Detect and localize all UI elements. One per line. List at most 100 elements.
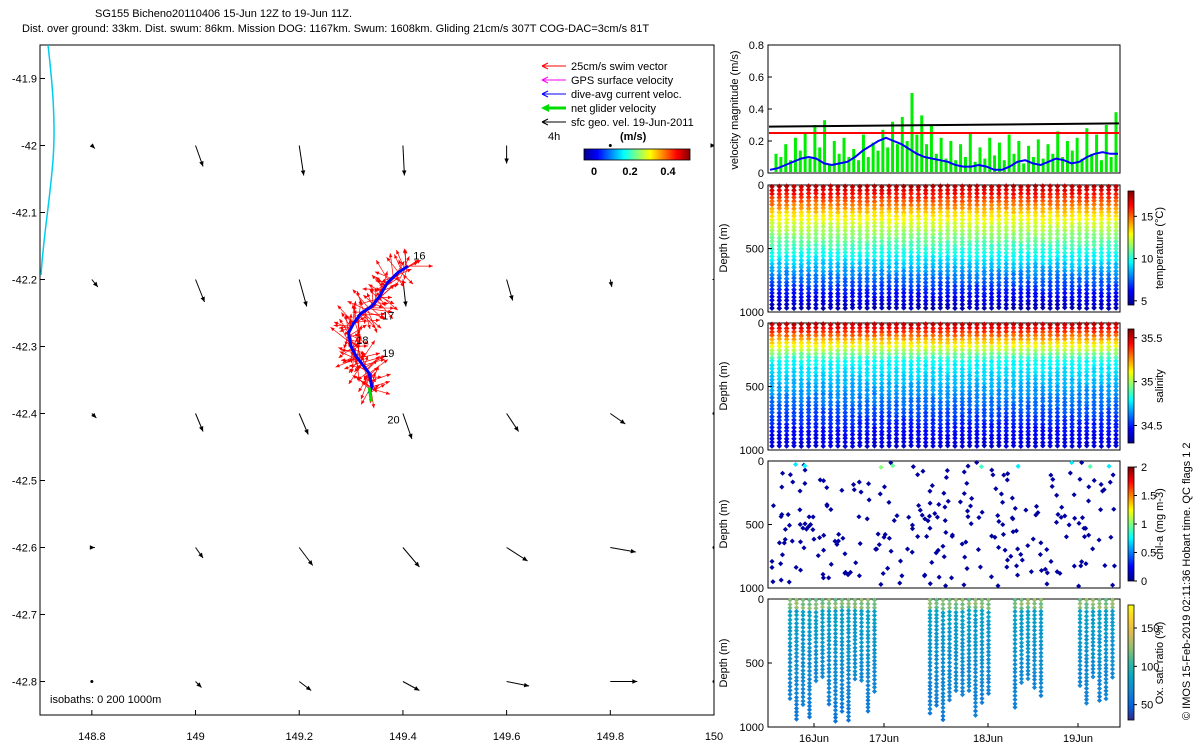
sample-marker — [813, 329, 819, 335]
net-velocity-arrow — [367, 387, 373, 402]
sample-marker — [966, 227, 973, 234]
sample-marker — [937, 260, 944, 267]
sample-marker — [1083, 209, 1090, 215]
sample-marker — [827, 216, 834, 223]
swim-vector — [374, 301, 389, 306]
sample-marker — [1098, 224, 1105, 230]
surface-vector — [195, 413, 204, 432]
sample-marker — [1091, 246, 1097, 253]
sample-marker — [878, 209, 885, 216]
surface-vector-dot — [712, 680, 714, 683]
sample-marker — [981, 283, 988, 289]
sample-marker — [827, 224, 834, 231]
sample-marker — [1047, 216, 1053, 223]
swim-vector-shaft — [359, 313, 386, 316]
sample-marker — [769, 329, 775, 335]
sample-marker — [864, 439, 870, 445]
sample-marker — [842, 424, 849, 431]
sample-marker — [776, 194, 783, 201]
sample-marker — [783, 234, 790, 241]
sample-marker — [776, 321, 783, 328]
sample-marker — [1025, 238, 1031, 245]
sample-marker — [922, 290, 929, 296]
sample-marker — [915, 355, 922, 361]
sample-marker — [1113, 186, 1119, 193]
sample-marker — [1083, 216, 1090, 223]
sample-marker — [996, 286, 1002, 293]
sample-marker — [805, 213, 812, 219]
sample-marker — [827, 362, 834, 368]
surface-vector-dot — [90, 680, 94, 683]
sample-marker — [857, 347, 863, 353]
sample-marker — [878, 380, 885, 387]
sample-marker — [791, 227, 797, 234]
sample-marker — [820, 391, 827, 397]
sample-marker — [886, 335, 892, 342]
sample-marker — [835, 391, 841, 398]
sample-marker — [798, 321, 805, 327]
sample-marker — [1003, 231, 1010, 238]
sample-marker — [893, 238, 900, 245]
swim-vector-head — [370, 287, 374, 292]
sample-marker — [944, 194, 951, 201]
sample-marker — [1018, 249, 1024, 256]
swim-vector — [339, 351, 360, 361]
sample-marker — [849, 384, 856, 390]
sample-marker — [1054, 183, 1061, 190]
sample-marker — [842, 413, 849, 420]
sample-marker — [791, 391, 797, 398]
sample-marker — [937, 220, 944, 227]
sample-marker — [864, 198, 870, 205]
sample-marker — [1091, 282, 1097, 289]
sample-marker — [1003, 261, 1010, 267]
swim-vector-head — [344, 341, 349, 346]
swim-vector — [369, 383, 386, 394]
sample-marker — [798, 362, 805, 368]
sample-marker — [900, 432, 907, 438]
sample-marker — [1061, 235, 1068, 242]
sample-marker — [864, 216, 870, 223]
sample-marker — [922, 250, 929, 256]
sample-marker — [1105, 186, 1112, 193]
sample-marker — [1098, 276, 1105, 282]
sample-marker — [900, 305, 907, 311]
sample-marker — [893, 275, 900, 282]
swim-vector-head — [400, 282, 404, 288]
sample-marker — [944, 190, 951, 197]
sample-marker — [783, 202, 790, 208]
swim-vector — [378, 277, 383, 292]
sample-marker — [878, 282, 885, 289]
sample-marker — [1010, 205, 1017, 212]
surface-vector-head — [504, 158, 509, 164]
swim-vector-head — [330, 327, 335, 332]
sample-marker — [1113, 271, 1119, 278]
sample-marker — [1091, 305, 1097, 311]
sample-marker — [878, 286, 885, 293]
sample-marker — [893, 305, 900, 311]
sample-marker — [937, 202, 944, 208]
sample-marker — [922, 238, 929, 245]
sample-marker — [966, 304, 973, 311]
sample-marker — [857, 406, 863, 412]
sample-marker — [776, 294, 783, 300]
sample-marker — [1039, 275, 1046, 282]
sample-marker — [857, 420, 863, 427]
surface-vector — [712, 412, 714, 415]
sample-marker — [842, 209, 849, 215]
sample-marker — [1047, 201, 1053, 208]
sample-marker — [959, 246, 966, 252]
isobaths-label: isobaths: 0 200 1000m — [50, 694, 161, 706]
sample-marker — [842, 398, 849, 405]
swim-vector-head — [348, 318, 353, 323]
sample-marker — [886, 286, 892, 293]
sample-marker — [783, 294, 790, 300]
sample-marker — [871, 231, 878, 237]
sample-marker — [769, 279, 775, 285]
sample-marker — [813, 432, 819, 438]
sample-marker — [813, 377, 819, 383]
sample-marker — [1076, 246, 1083, 253]
sample-marker — [981, 301, 988, 307]
sample-marker — [1025, 187, 1031, 193]
sample-marker — [930, 294, 936, 300]
sample-marker — [1018, 202, 1024, 208]
